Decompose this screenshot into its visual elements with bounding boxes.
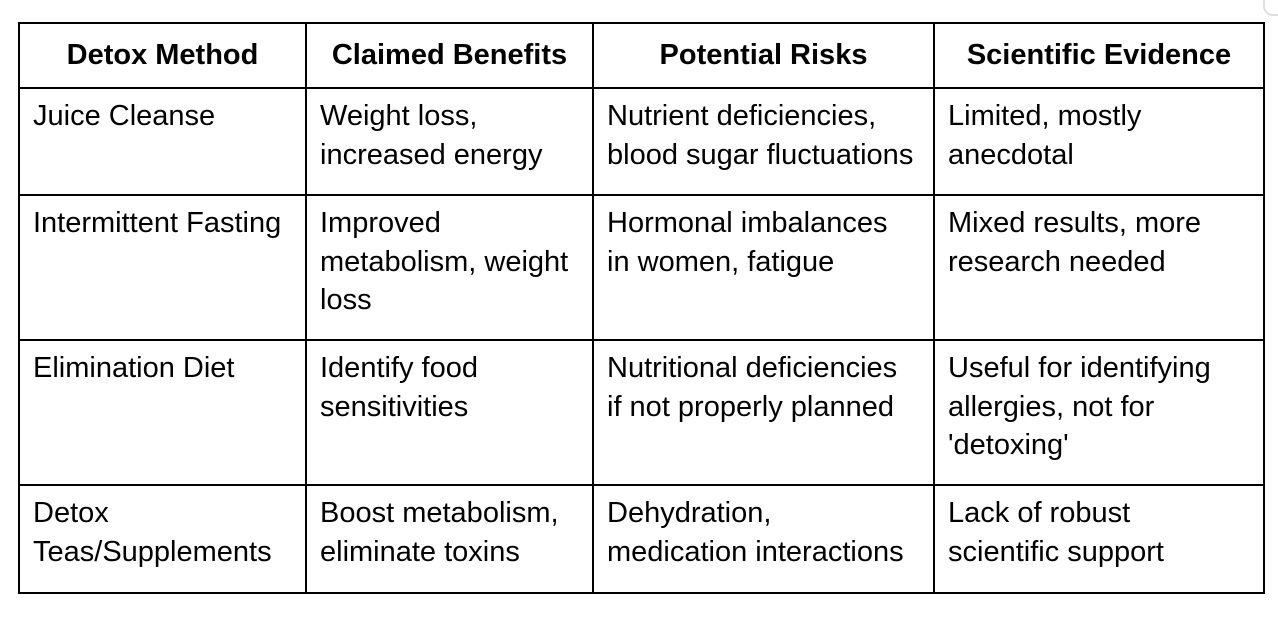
- cell-risks[interactable]: Hormonal imbalances in women, fatigue: [592, 194, 935, 341]
- cell-evidence[interactable]: Limited, mostly anecdotal: [933, 87, 1265, 196]
- cell-benefits[interactable]: Boost metabolism, eliminate toxins: [305, 484, 594, 594]
- table-row: Detox Teas/Supplements Boost metabolism,…: [18, 484, 1265, 594]
- cell-benefits[interactable]: Improved metabolism, weight loss: [305, 194, 594, 341]
- table-header-row: Detox Method Claimed Benefits Potential …: [18, 22, 1265, 89]
- detox-methods-table: Detox Method Claimed Benefits Potential …: [18, 22, 1265, 594]
- cell-method[interactable]: Juice Cleanse: [18, 87, 307, 196]
- header-potential-risks[interactable]: Potential Risks: [592, 22, 935, 89]
- header-scientific-evidence[interactable]: Scientific Evidence: [933, 22, 1265, 89]
- cell-benefits[interactable]: Identify food sensitivities: [305, 339, 594, 486]
- header-detox-method[interactable]: Detox Method: [18, 22, 307, 89]
- cell-evidence[interactable]: Useful for identifying allergies, not fo…: [933, 339, 1265, 486]
- cell-method[interactable]: Detox Teas/Supplements: [18, 484, 307, 594]
- cell-benefits[interactable]: Weight loss, increased energy: [305, 87, 594, 196]
- table-row: Intermittent Fasting Improved metabolism…: [18, 194, 1265, 341]
- table-row: Elimination Diet Identify food sensitivi…: [18, 339, 1265, 486]
- cell-evidence[interactable]: Mixed results, more research needed: [933, 194, 1265, 341]
- cell-risks[interactable]: Nutritional deficiencies if not properly…: [592, 339, 935, 486]
- header-claimed-benefits[interactable]: Claimed Benefits: [305, 22, 594, 89]
- cell-risks[interactable]: Nutrient deficiencies, blood sugar fluct…: [592, 87, 935, 196]
- panel-corner-decoration: [1263, 0, 1278, 16]
- cell-evidence[interactable]: Lack of robust scientific support: [933, 484, 1265, 594]
- cell-risks[interactable]: Dehydration, medication interactions: [592, 484, 935, 594]
- cell-method[interactable]: Intermittent Fasting: [18, 194, 307, 341]
- table-row: Juice Cleanse Weight loss, increased ene…: [18, 87, 1265, 196]
- cell-method[interactable]: Elimination Diet: [18, 339, 307, 486]
